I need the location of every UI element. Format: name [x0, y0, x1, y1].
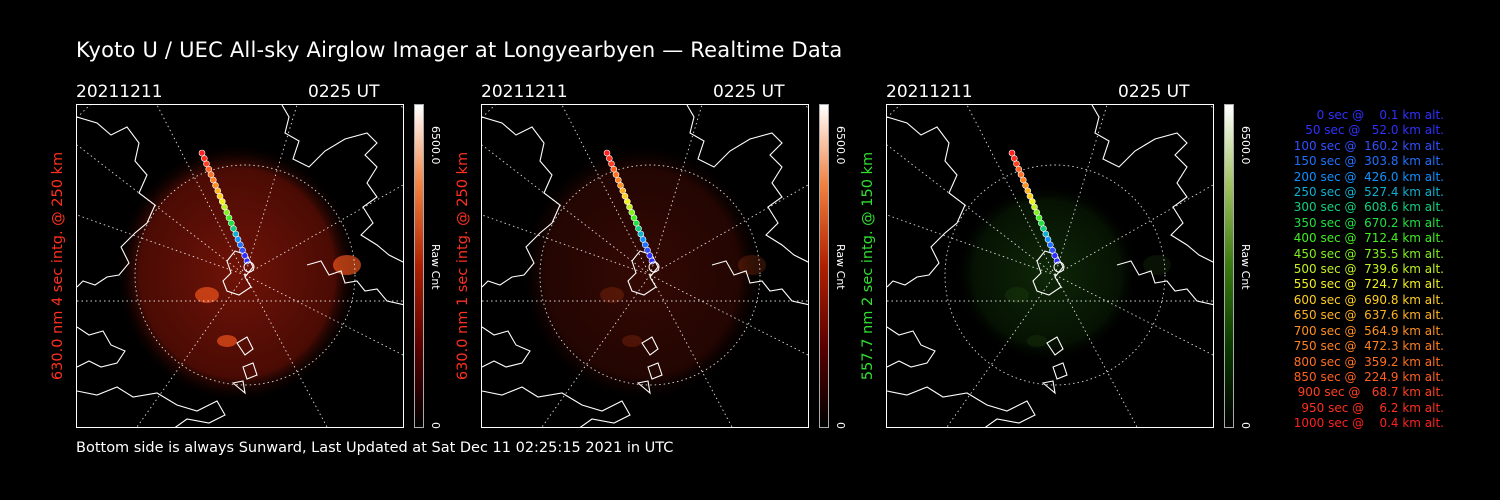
panel-wavelength-text: 630.0 nm 4 sec intg. @ 250 km: [50, 151, 66, 381]
panel-630nm-1sec: 20211211 0225 UT 630.0 nm 1 sec intg. @ …: [455, 80, 891, 430]
colorbar-max: 6500.0: [1239, 126, 1252, 165]
legend-entry: 800 sec @ 359.2 km alt.: [1289, 354, 1444, 369]
legend-entry: 1000 sec @ 0.4 km alt.: [1293, 416, 1444, 431]
colorbar-labels: 6500.0 Raw Cnt 0: [428, 104, 448, 429]
allsky-image: [886, 104, 1214, 428]
legend-entry: 500 sec @ 739.6 km alt.: [1289, 262, 1444, 277]
legend-entry: 400 sec @ 712.4 km alt.: [1289, 231, 1444, 246]
colorbar: [414, 104, 424, 428]
trajectory-legend: 0 sec @ 0.1 km alt. 50 sec @ 52.0 km alt…: [1262, 108, 1444, 432]
panel-557nm-2sec: 20211211 0225 UT 557.7 nm 2 sec intg. @ …: [860, 80, 1296, 430]
legend-entry: 200 sec @ 426.0 km alt.: [1289, 169, 1444, 184]
colorbar-labels: 6500.0 Raw Cnt 0: [833, 104, 853, 429]
legend-entry: 450 sec @ 735.5 km alt.: [1289, 246, 1444, 261]
colorbar-max: 6500.0: [834, 126, 847, 165]
legend-entry: 300 sec @ 608.6 km alt.: [1289, 200, 1444, 215]
colorbar-unit: Raw Cnt: [834, 244, 847, 290]
footer-note: Bottom side is always Sunward, Last Upda…: [76, 440, 674, 456]
panel-wavelength-label: 630.0 nm 1 sec intg. @ 250 km: [448, 104, 478, 428]
colorbar-labels: 6500.0 Raw Cnt 0: [1238, 104, 1258, 429]
legend-entry: 900 sec @ 68.7 km alt.: [1293, 385, 1444, 400]
legend-entry: 50 sec @ 52.0 km alt.: [1297, 123, 1444, 138]
panel-date: 20211211: [886, 82, 973, 102]
colorbar-min: 0: [429, 422, 442, 429]
panel-time: 0225 UT: [308, 82, 380, 102]
colorbar-unit: Raw Cnt: [1239, 244, 1252, 290]
colorbar-unit: Raw Cnt: [429, 244, 442, 290]
legend-entry: 550 sec @ 724.7 km alt.: [1289, 277, 1444, 292]
legend-entry: 0 sec @ 0.1 km alt.: [1305, 108, 1444, 122]
panel-date: 20211211: [481, 82, 568, 102]
legend-entry: 750 sec @ 472.3 km alt.: [1289, 339, 1444, 354]
colorbar-min: 0: [1239, 422, 1252, 429]
legend-entry: 950 sec @ 6.2 km alt.: [1297, 400, 1444, 415]
legend-entry: 650 sec @ 637.6 km alt.: [1289, 308, 1444, 323]
legend-entry: 150 sec @ 303.8 km alt.: [1289, 154, 1444, 169]
allsky-image: [481, 104, 809, 428]
legend-entry: 100 sec @ 160.2 km alt.: [1289, 138, 1444, 153]
panel-wavelength-label: 557.7 nm 2 sec intg. @ 150 km: [853, 104, 883, 428]
legend-entry: 850 sec @ 224.9 km alt.: [1289, 369, 1444, 384]
page-title: Kyoto U / UEC All-sky Airglow Imager at …: [76, 38, 843, 62]
panel-time: 0225 UT: [713, 82, 785, 102]
panel-date: 20211211: [76, 82, 163, 102]
colorbar: [819, 104, 829, 428]
panel-time: 0225 UT: [1118, 82, 1190, 102]
colorbar-max: 6500.0: [429, 126, 442, 165]
panel-wavelength-text: 557.7 nm 2 sec intg. @ 150 km: [860, 151, 876, 381]
colorbar-min: 0: [834, 422, 847, 429]
legend-entry: 250 sec @ 527.4 km alt.: [1289, 185, 1444, 200]
colorbar: [1224, 104, 1234, 428]
legend-entry: 350 sec @ 670.2 km alt.: [1289, 215, 1444, 230]
panel-wavelength-label: 630.0 nm 4 sec intg. @ 250 km: [43, 104, 73, 428]
allsky-image: [76, 104, 404, 428]
panel-630nm-4sec: 20211211 0225 UT 630.0 nm 4 sec intg. @ …: [50, 80, 486, 430]
panel-wavelength-text: 630.0 nm 1 sec intg. @ 250 km: [455, 151, 471, 381]
legend-entry: 600 sec @ 690.8 km alt.: [1289, 292, 1444, 307]
legend-entry: 700 sec @ 564.9 km alt.: [1289, 323, 1444, 338]
